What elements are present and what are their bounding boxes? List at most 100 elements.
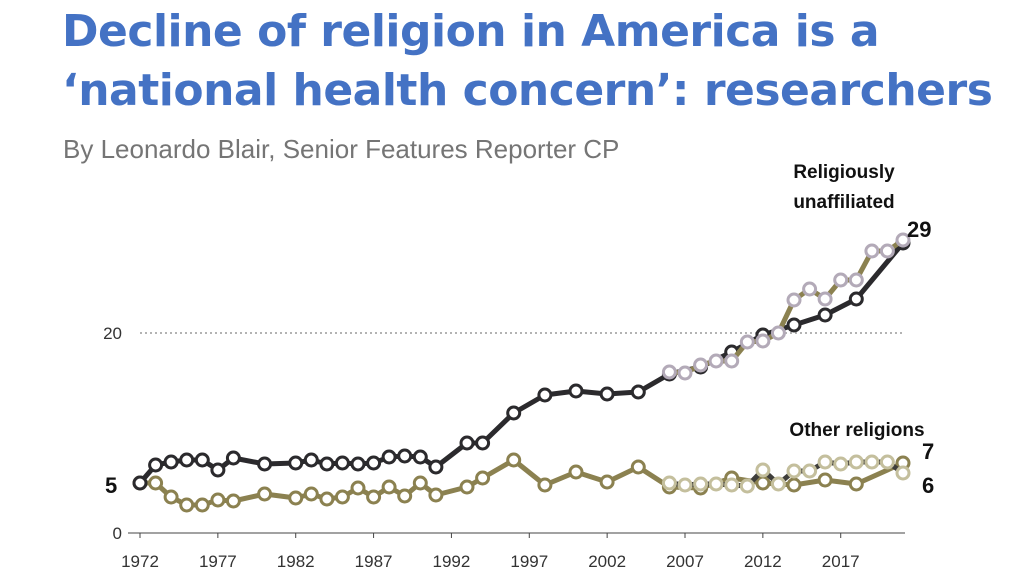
data-point xyxy=(179,452,195,468)
x-tick-label: 2012 xyxy=(744,552,782,571)
other-religions-end-value-lower: 6 xyxy=(922,473,934,498)
data-point xyxy=(848,454,864,470)
data-point xyxy=(257,486,273,502)
data-point xyxy=(833,272,849,288)
data-point xyxy=(148,475,164,491)
data-point xyxy=(194,452,210,468)
data-point xyxy=(303,452,319,468)
data-point xyxy=(334,489,350,505)
data-point xyxy=(817,454,833,470)
data-point xyxy=(334,455,350,471)
data-point xyxy=(599,386,615,402)
data-point xyxy=(537,387,553,403)
other-religions-end-value-upper: 7 xyxy=(922,439,934,464)
data-point xyxy=(288,455,304,471)
data-point xyxy=(459,479,475,495)
data-point xyxy=(724,353,740,369)
data-point xyxy=(693,476,709,492)
data-point xyxy=(599,474,615,490)
data-point xyxy=(770,325,786,341)
data-point xyxy=(708,476,724,492)
unaffiliated-alt-series xyxy=(661,232,911,381)
x-tick-label: 2017 xyxy=(822,552,860,571)
data-point xyxy=(848,476,864,492)
headline: Decline of religion in America is a ‘nat… xyxy=(62,6,993,116)
x-tick-label: 1982 xyxy=(277,552,315,571)
data-point xyxy=(257,456,273,472)
data-point xyxy=(817,472,833,488)
y-tick-label: 0 xyxy=(113,524,122,543)
x-tick-label: 1987 xyxy=(355,552,393,571)
data-point xyxy=(879,243,895,259)
x-tick-label: 2007 xyxy=(666,552,704,571)
data-point xyxy=(568,464,584,480)
data-point xyxy=(739,478,755,494)
data-point xyxy=(210,492,226,508)
data-point xyxy=(132,475,148,491)
data-point xyxy=(724,477,740,493)
data-point xyxy=(210,462,226,478)
data-point xyxy=(148,457,164,473)
unaffiliated-alt-series-path xyxy=(666,237,906,376)
data-point xyxy=(475,435,491,451)
data-point xyxy=(397,448,413,464)
data-point xyxy=(693,357,709,373)
x-tick-label: 2002 xyxy=(588,552,626,571)
data-point xyxy=(630,459,646,475)
data-point xyxy=(817,307,833,323)
y-tick-label: 20 xyxy=(103,324,122,343)
data-point xyxy=(350,456,366,472)
data-point xyxy=(786,317,802,333)
data-point xyxy=(381,449,397,465)
data-point xyxy=(397,488,413,504)
data-point xyxy=(864,243,880,259)
data-point xyxy=(755,333,771,349)
data-point xyxy=(225,450,241,466)
data-point xyxy=(319,456,335,472)
data-point xyxy=(739,334,755,350)
data-point xyxy=(755,475,771,491)
data-point xyxy=(661,364,677,380)
data-point xyxy=(833,456,849,472)
data-point xyxy=(802,281,818,297)
x-tick-label: 1997 xyxy=(510,552,548,571)
series-layer xyxy=(132,232,911,513)
unaffiliated-label-line1: Religiously xyxy=(793,162,895,183)
data-point xyxy=(319,491,335,507)
data-point xyxy=(506,405,522,421)
data-point xyxy=(288,490,304,506)
data-point xyxy=(366,489,382,505)
unaffiliated-series-path xyxy=(137,240,906,486)
data-point xyxy=(895,465,911,481)
data-point xyxy=(350,480,366,496)
data-point xyxy=(194,497,210,513)
data-point xyxy=(786,477,802,493)
data-point xyxy=(879,454,895,470)
data-point xyxy=(677,365,693,381)
data-point xyxy=(537,477,553,493)
data-point xyxy=(802,463,818,479)
data-point xyxy=(817,291,833,307)
data-point xyxy=(428,487,444,503)
other-religions-label: Other religions xyxy=(789,420,924,441)
data-point xyxy=(848,291,864,307)
data-point xyxy=(568,383,584,399)
data-point xyxy=(475,470,491,486)
x-tick-label: 1977 xyxy=(199,552,237,571)
data-point xyxy=(412,449,428,465)
data-point xyxy=(864,454,880,470)
data-point xyxy=(428,459,444,475)
data-point xyxy=(225,493,241,509)
data-point xyxy=(459,435,475,451)
data-point xyxy=(630,384,646,400)
byline: By Leonardo Blair, Senior Features Repor… xyxy=(63,134,620,164)
data-point xyxy=(770,476,786,492)
data-point xyxy=(303,486,319,502)
data-point xyxy=(381,479,397,495)
unaffiliated-series xyxy=(132,235,911,491)
data-point xyxy=(412,475,428,491)
data-point xyxy=(661,475,677,491)
data-point xyxy=(506,452,522,468)
data-point xyxy=(179,497,195,513)
